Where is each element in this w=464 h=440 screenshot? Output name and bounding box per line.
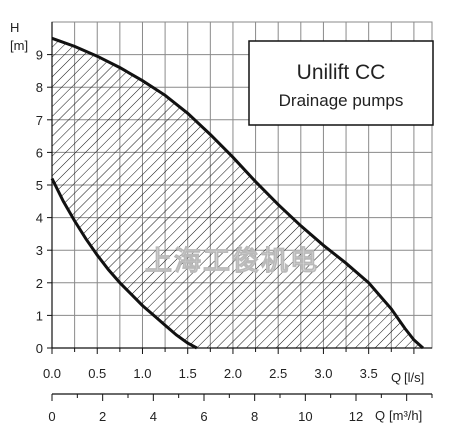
operating-range-area (52, 38, 423, 349)
x-secondary-tick-label: 6 (200, 409, 207, 424)
x-secondary-tick-label: 0 (48, 409, 55, 424)
y-tick-label: 5 (36, 178, 43, 193)
x-axis-unit: [l/s] (404, 370, 424, 385)
y-tick-label: 9 (36, 48, 43, 63)
x-secondary-tick-label: 8 (251, 409, 258, 424)
lower-boundary-curve (50, 177, 198, 350)
y-tick-label: 6 (36, 145, 43, 160)
x-tick-label: 3.0 (314, 366, 332, 381)
x-tick-label: 1.5 (179, 366, 197, 381)
x-axis-secondary-label: Q (375, 408, 385, 423)
upper-boundary-curve (51, 36, 424, 350)
x-secondary-tick-label: 4 (150, 409, 157, 424)
y-tick-label: 8 (36, 80, 43, 95)
x-tick-label: 2.0 (224, 366, 242, 381)
title-box (248, 40, 434, 126)
y-tick-label: 7 (36, 113, 43, 128)
x-tick-label: 2.5 (269, 366, 287, 381)
x-tick-label: 1.0 (133, 366, 151, 381)
y-tick-label: 1 (36, 308, 43, 323)
y-tick-label: 0 (36, 341, 43, 356)
x-tick-label: 0.5 (88, 366, 106, 381)
y-axis-label: H (10, 20, 19, 35)
y-axis-unit: [m] (10, 38, 28, 53)
x-axis-secondary-unit: [m³/h] (389, 408, 422, 423)
y-tick-label: 3 (36, 243, 43, 258)
watermark-text: 上海工俊机电 (145, 245, 319, 277)
x-secondary-tick-label: 10 (298, 409, 312, 424)
y-tick-label: 4 (36, 211, 43, 226)
x-secondary-tick-label: 12 (349, 409, 363, 424)
x-tick-label: 0.0 (43, 366, 61, 381)
y-tick-label: 2 (36, 276, 43, 291)
chart-subtitle: Drainage pumps (279, 91, 404, 110)
x-tick-label: 3.5 (360, 366, 378, 381)
x-axis-label: Q (391, 370, 401, 385)
chart-title: Unilift CC (297, 61, 386, 84)
x-secondary-tick-label: 2 (99, 409, 106, 424)
